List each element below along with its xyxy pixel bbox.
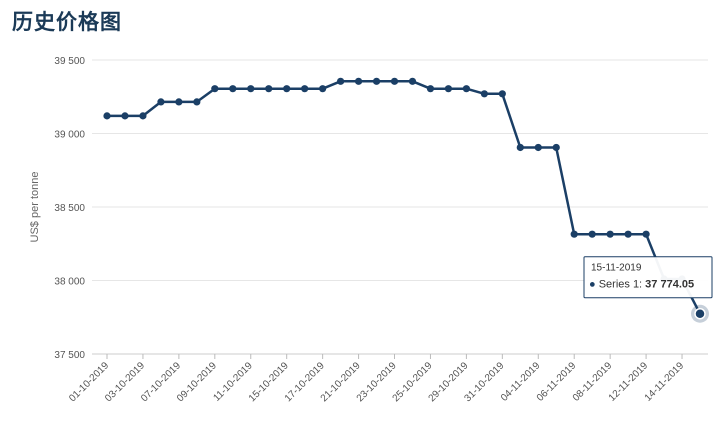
y-tick-label: 39 500 [54, 56, 85, 67]
data-point[interactable] [337, 77, 345, 85]
data-point[interactable] [642, 230, 650, 238]
page-title: 历史价格图 [12, 10, 122, 34]
tooltip-bullet-icon: ● [589, 279, 599, 291]
data-point[interactable] [426, 85, 435, 93]
data-point[interactable] [408, 77, 417, 85]
data-point[interactable] [283, 85, 291, 93]
data-point[interactable] [624, 230, 632, 238]
data-point[interactable] [265, 85, 273, 93]
data-point[interactable] [498, 90, 506, 98]
grid-lines [92, 59, 708, 355]
tooltip-series-name: Series 1: [599, 279, 645, 291]
tooltip-value: 37 774.05 [645, 279, 694, 291]
y-tick-label: 39 000 [54, 130, 85, 141]
series-line [107, 80, 702, 315]
y-tick-label: 37 500 [54, 350, 85, 361]
data-point[interactable] [606, 230, 614, 238]
data-point[interactable] [175, 98, 183, 106]
data-point[interactable] [193, 98, 201, 106]
y-axis-title: US$ per tonne [29, 172, 41, 243]
data-point[interactable] [516, 143, 524, 152]
data-point[interactable] [694, 307, 706, 320]
data-point[interactable] [390, 77, 399, 85]
x-axis-ticks: 01-10-201903-10-201907-10-201909-10-2019… [67, 354, 686, 404]
series-1[interactable] [103, 77, 709, 323]
y-axis-ticks: 37 500 38 000 38 500 39 000 39 500 [54, 56, 85, 361]
data-point[interactable] [570, 230, 578, 238]
data-point[interactable] [139, 112, 147, 120]
data-point[interactable] [552, 143, 560, 152]
data-point[interactable] [121, 112, 129, 120]
data-point[interactable] [301, 85, 309, 93]
tooltip-date: 15-11-2019 [591, 263, 642, 274]
data-point[interactable] [372, 77, 381, 85]
tooltip-box [583, 256, 713, 299]
data-point[interactable] [354, 77, 363, 85]
data-point[interactable] [157, 98, 165, 106]
data-point[interactable] [319, 85, 327, 93]
x-tick-label: 14-11-2019 [643, 360, 687, 404]
data-point[interactable] [247, 85, 255, 93]
y-tick-label: 38 500 [54, 203, 85, 214]
data-point[interactable] [103, 112, 111, 120]
data-point[interactable] [211, 85, 219, 93]
y-tick-label: 38 000 [54, 277, 85, 288]
data-point[interactable] [588, 230, 596, 238]
tooltip-series-value: ● Series 1: 37 774.05 [589, 279, 694, 291]
data-point[interactable] [462, 85, 470, 93]
data-tooltip: 15-11-2019 ● Series 1: 37 774.05 [583, 256, 713, 299]
data-point[interactable] [534, 143, 542, 152]
data-point[interactable] [444, 85, 453, 93]
data-point[interactable] [229, 85, 237, 93]
data-point[interactable] [480, 90, 488, 98]
